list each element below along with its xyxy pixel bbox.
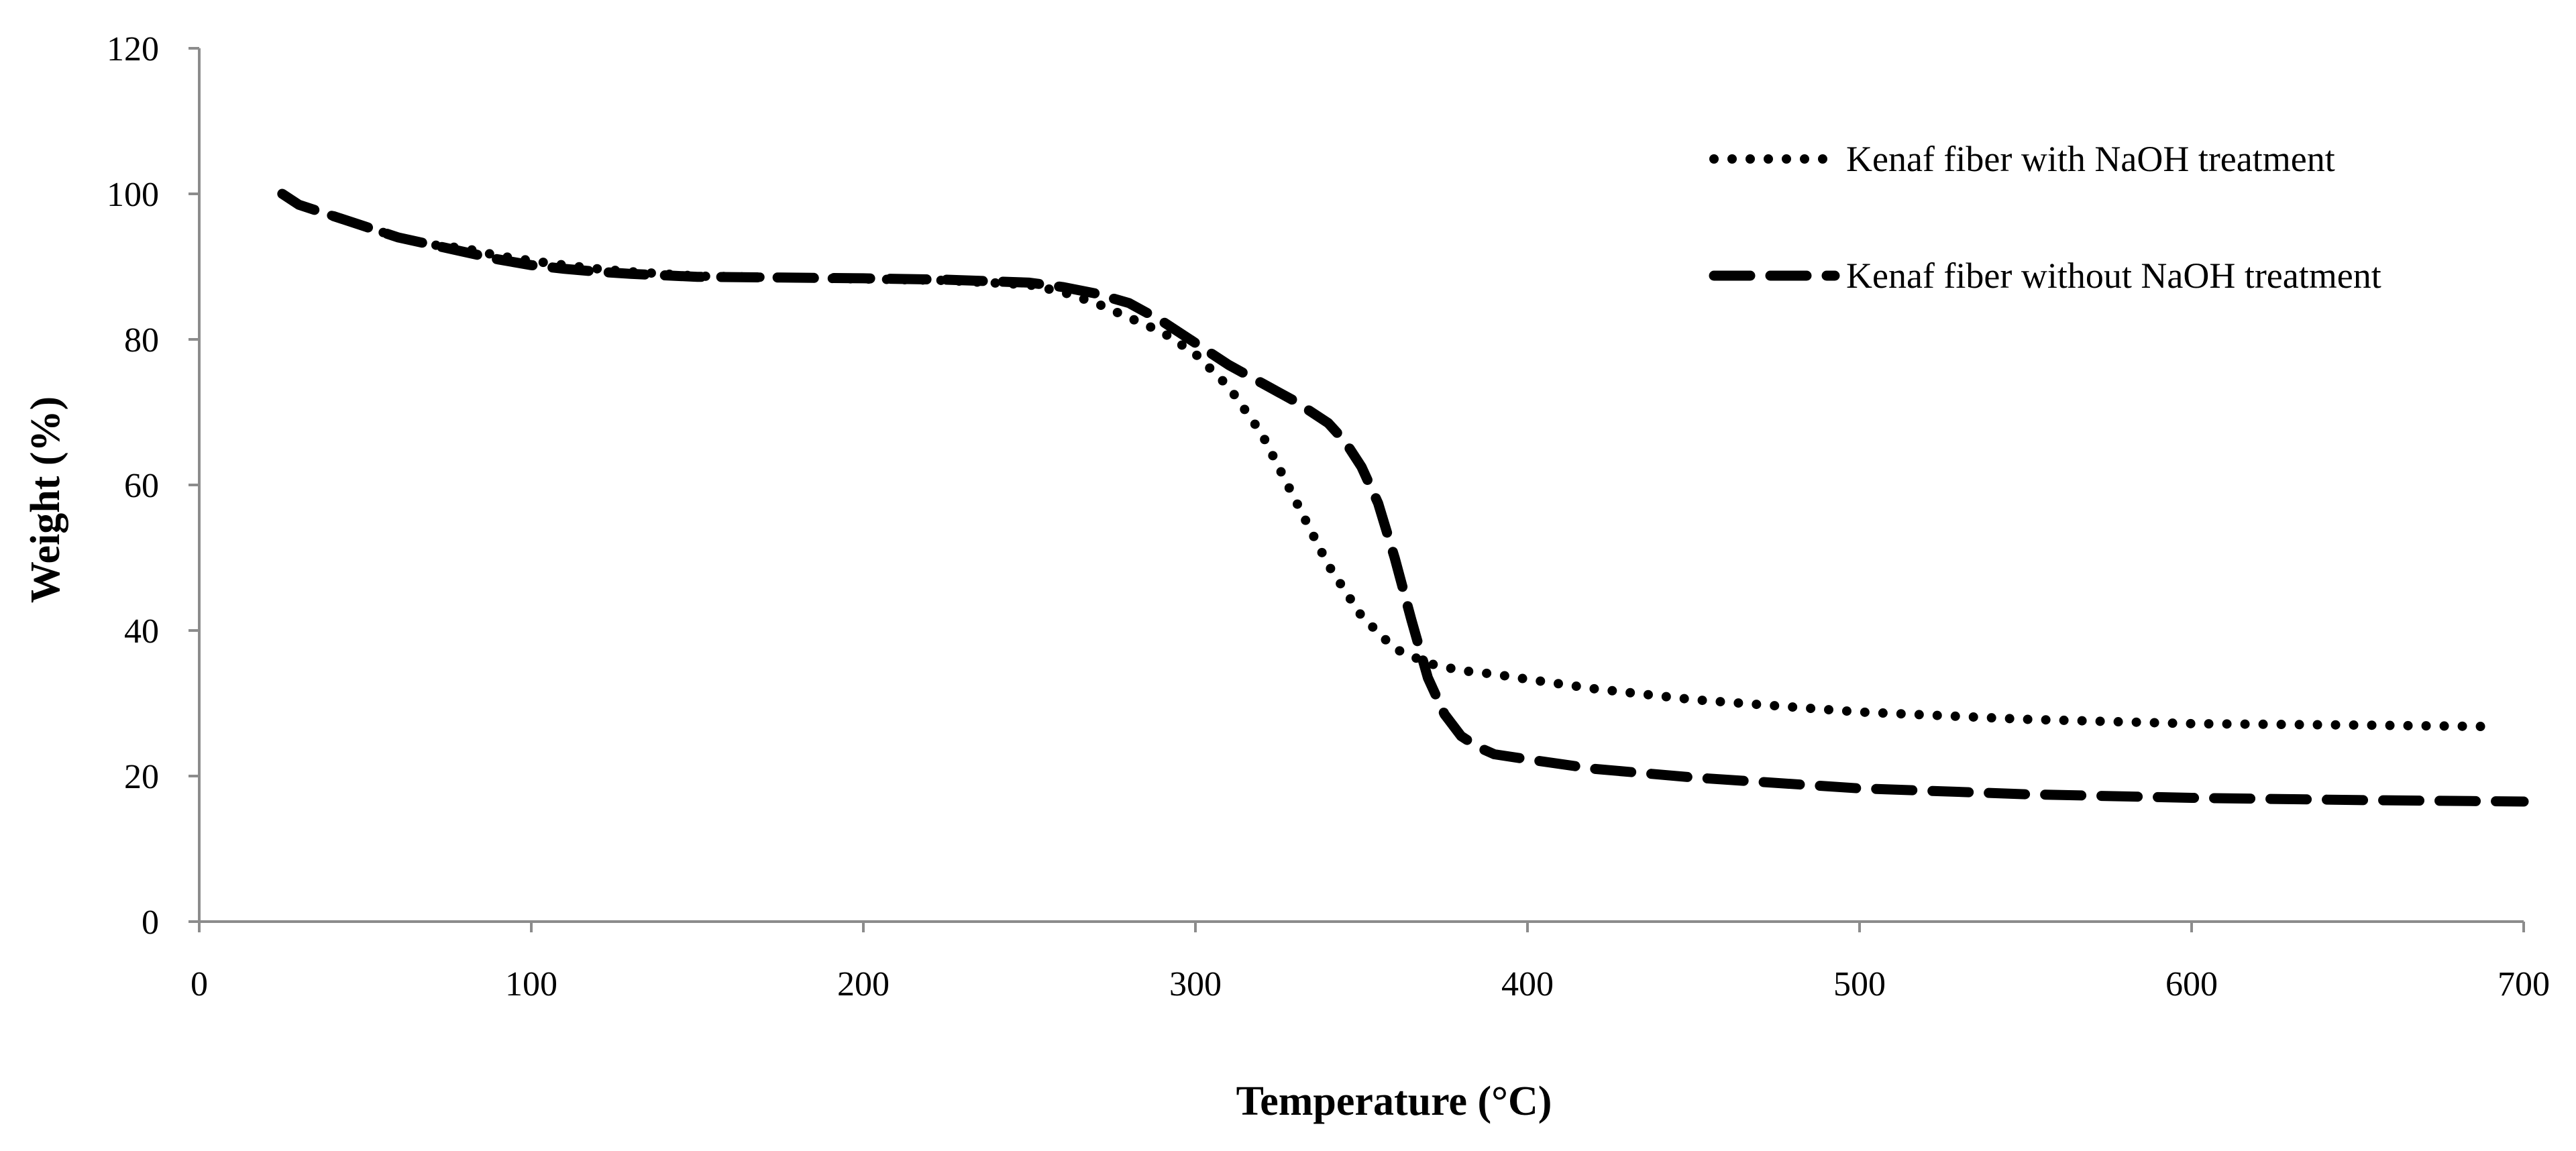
series-line-2 [277,188,2529,807]
x-axis-title: Temperature (°C) [1236,1079,1552,1124]
y-tick-label: 120 [107,30,159,68]
x-tick-label: 600 [2165,965,2218,1003]
x-tick-label: 100 [505,965,557,1003]
legend-label-2: Kenaf fiber without NaOH treatment [1846,256,2381,296]
x-tick-label: 500 [1833,965,1886,1003]
x-tick-label: 700 [2498,965,2550,1003]
legend-label-1: Kenaf fiber with NaOH treatment [1846,139,2335,179]
series-line-1 [277,189,2496,732]
axes [189,47,2525,932]
tick-labels: 0 100 200 300 400 500 600 700 0 20 40 60 80 100 120 [107,30,2550,1003]
y-tick-label: 0 [142,903,159,942]
y-tick-label: 40 [124,612,159,651]
series-lines [277,188,2529,807]
x-tick-label: 0 [191,965,208,1003]
x-tick-label: 300 [1169,965,1222,1003]
x-tick-label: 200 [837,965,890,1003]
x-tick-label: 400 [1501,965,1554,1003]
y-tick-label: 20 [124,758,159,796]
y-tick-label: 80 [124,321,159,360]
legend: Kenaf fiber with NaOH treatment Kenaf fib… [1709,139,2381,296]
y-tick-label: 100 [107,176,159,214]
y-axis-title: Weight (%) [23,396,68,603]
y-tick-label: 60 [124,467,159,505]
